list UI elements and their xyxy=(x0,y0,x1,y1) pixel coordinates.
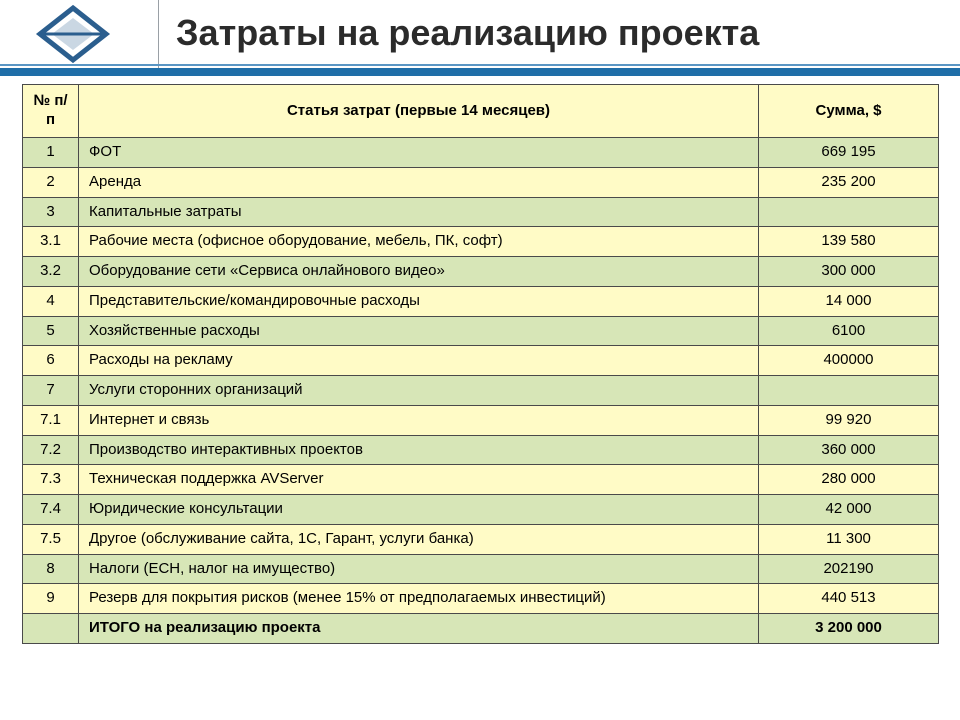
cell-name: Интернет и связь xyxy=(79,405,759,435)
cell-num: 5 xyxy=(23,316,79,346)
table-row: 2Аренда235 200 xyxy=(23,167,939,197)
cell-num: 3.1 xyxy=(23,227,79,257)
cell-num: 4 xyxy=(23,286,79,316)
table-row-total: ИТОГО на реализацию проекта3 200 000 xyxy=(23,614,939,644)
col-header-name: Статья затрат (первые 14 месяцев) xyxy=(79,85,759,138)
table-row: 1ФОТ669 195 xyxy=(23,138,939,168)
cell-sum: 440 513 xyxy=(759,584,939,614)
cell-num: 7.2 xyxy=(23,435,79,465)
col-header-num: № п/п xyxy=(23,85,79,138)
cell-num: 6 xyxy=(23,346,79,376)
cell-name: Представительские/командировочные расход… xyxy=(79,286,759,316)
cell-name: Другое (обслуживание сайта, 1С, Гарант, … xyxy=(79,524,759,554)
cell-num: 7.3 xyxy=(23,465,79,495)
cost-table-wrap: № п/п Статья затрат (первые 14 месяцев) … xyxy=(22,84,938,644)
cell-num: 7.5 xyxy=(23,524,79,554)
cell-name: Аренда xyxy=(79,167,759,197)
col-header-sum: Сумма, $ xyxy=(759,85,939,138)
cell-num: 9 xyxy=(23,584,79,614)
cell-name: Расходы на рекламу xyxy=(79,346,759,376)
cell-name: Производство интерактивных проектов xyxy=(79,435,759,465)
table-row: 9Резерв для покрытия рисков (менее 15% о… xyxy=(23,584,939,614)
thick-rule xyxy=(0,68,960,76)
page-title: Затраты на реализацию проекта xyxy=(176,12,759,54)
table-row: 7.3Техническая поддержка AVServer280 000 xyxy=(23,465,939,495)
cell-num xyxy=(23,614,79,644)
cell-sum: 6100 xyxy=(759,316,939,346)
table-header-row: № п/п Статья затрат (первые 14 месяцев) … xyxy=(23,85,939,138)
header: Затраты на реализацию проекта xyxy=(0,0,960,78)
cell-name: Рабочие места (офисное оборудование, меб… xyxy=(79,227,759,257)
cell-num: 2 xyxy=(23,167,79,197)
cell-sum xyxy=(759,376,939,406)
cell-num: 3 xyxy=(23,197,79,227)
cell-sum: 360 000 xyxy=(759,435,939,465)
cell-name: Резерв для покрытия рисков (менее 15% от… xyxy=(79,584,759,614)
cell-name: Оборудование сети «Сервиса онлайнового в… xyxy=(79,257,759,287)
cell-sum: 400000 xyxy=(759,346,939,376)
table-row: 7.5Другое (обслуживание сайта, 1С, Гаран… xyxy=(23,524,939,554)
table-row: 7.4Юридические консультации42 000 xyxy=(23,495,939,525)
cell-name: Хозяйственные расходы xyxy=(79,316,759,346)
table-row: 3.1Рабочие места (офисное оборудование, … xyxy=(23,227,939,257)
thin-rule xyxy=(0,64,960,66)
cell-num: 8 xyxy=(23,554,79,584)
cell-name: Техническая поддержка AVServer xyxy=(79,465,759,495)
table-row: 7Услуги сторонних организаций xyxy=(23,376,939,406)
table-row: 3Капитальные затраты xyxy=(23,197,939,227)
table-row: 7.2Производство интерактивных проектов36… xyxy=(23,435,939,465)
cell-sum xyxy=(759,197,939,227)
cell-num: 7 xyxy=(23,376,79,406)
cost-table: № п/п Статья затрат (первые 14 месяцев) … xyxy=(22,84,939,644)
cell-sum: 3 200 000 xyxy=(759,614,939,644)
cell-num: 1 xyxy=(23,138,79,168)
cell-sum: 14 000 xyxy=(759,286,939,316)
table-row: 7.1Интернет и связь99 920 xyxy=(23,405,939,435)
cell-num: 7.4 xyxy=(23,495,79,525)
cell-num: 7.1 xyxy=(23,405,79,435)
table-row: 6Расходы на рекламу400000 xyxy=(23,346,939,376)
cell-name: Налоги (ЕСН, налог на имущество) xyxy=(79,554,759,584)
table-row: 8Налоги (ЕСН, налог на имущество)202190 xyxy=(23,554,939,584)
logo-icon xyxy=(28,4,118,64)
header-separator xyxy=(158,0,159,68)
cell-name: ИТОГО на реализацию проекта xyxy=(79,614,759,644)
cell-name: Юридические консультации xyxy=(79,495,759,525)
table-row: 3.2Оборудование сети «Сервиса онлайновог… xyxy=(23,257,939,287)
cell-sum: 300 000 xyxy=(759,257,939,287)
cell-sum: 99 920 xyxy=(759,405,939,435)
table-row: 4Представительские/командировочные расхо… xyxy=(23,286,939,316)
cell-sum: 139 580 xyxy=(759,227,939,257)
cell-sum: 669 195 xyxy=(759,138,939,168)
cell-sum: 42 000 xyxy=(759,495,939,525)
cell-sum: 11 300 xyxy=(759,524,939,554)
table-row: 5Хозяйственные расходы6100 xyxy=(23,316,939,346)
cell-sum: 280 000 xyxy=(759,465,939,495)
cell-name: ФОТ xyxy=(79,138,759,168)
cell-num: 3.2 xyxy=(23,257,79,287)
cell-name: Капитальные затраты xyxy=(79,197,759,227)
cell-name: Услуги сторонних организаций xyxy=(79,376,759,406)
cell-sum: 202190 xyxy=(759,554,939,584)
cell-sum: 235 200 xyxy=(759,167,939,197)
